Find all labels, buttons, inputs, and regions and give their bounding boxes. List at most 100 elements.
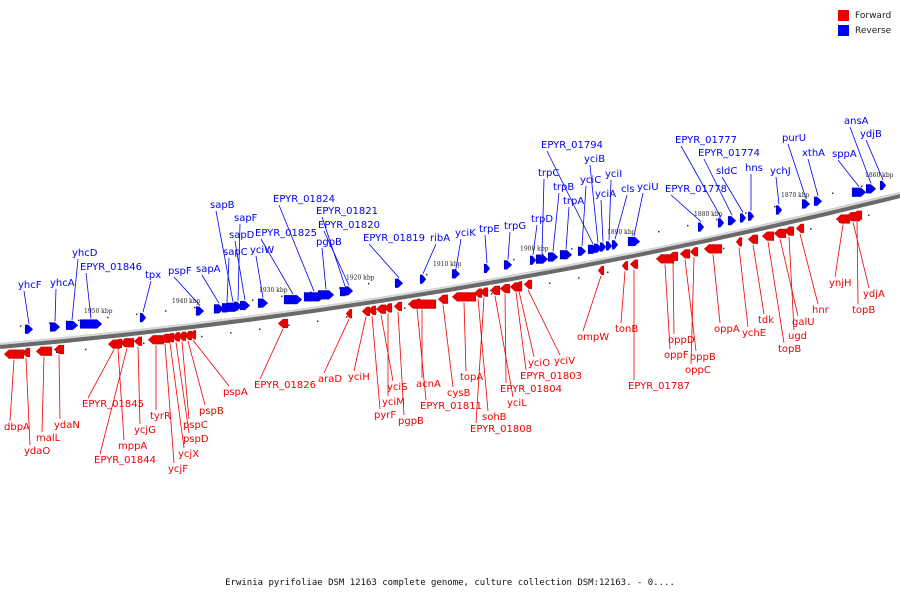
reverse-gene-label[interactable]: EPYR_01774 bbox=[698, 148, 760, 159]
forward-gene-label[interactable]: EPYR_01808 bbox=[470, 424, 532, 435]
forward-gene-arrow[interactable] bbox=[133, 336, 143, 347]
forward-gene-label[interactable]: ychE bbox=[742, 328, 766, 339]
reverse-gene-label[interactable]: yciU bbox=[637, 182, 659, 193]
forward-gene-arrow[interactable] bbox=[489, 285, 501, 296]
forward-gene-arrow[interactable] bbox=[277, 318, 289, 329]
reverse-gene-label[interactable]: xthA bbox=[802, 148, 825, 159]
reverse-gene-arrow[interactable] bbox=[611, 239, 619, 250]
forward-gene-label[interactable]: ycjX bbox=[178, 449, 199, 460]
forward-gene-label[interactable]: oppA bbox=[714, 324, 740, 335]
forward-gene-label[interactable]: mppA bbox=[118, 441, 147, 452]
forward-gene-label[interactable]: EPYR_01804 bbox=[500, 384, 562, 395]
forward-gene-arrow[interactable] bbox=[795, 223, 805, 234]
forward-gene-label[interactable]: oppB bbox=[690, 352, 716, 363]
reverse-gene-arrow[interactable] bbox=[577, 246, 587, 257]
forward-gene-arrow[interactable] bbox=[679, 249, 691, 259]
reverse-gene-label[interactable]: yciB bbox=[584, 154, 605, 165]
forward-gene-arrow[interactable] bbox=[523, 279, 533, 290]
forward-gene-arrow[interactable] bbox=[667, 251, 679, 262]
forward-gene-label[interactable]: galU bbox=[792, 317, 815, 328]
reverse-gene-label[interactable]: tpx bbox=[145, 270, 161, 281]
forward-gene-arrow[interactable] bbox=[747, 234, 759, 244]
reverse-gene-arrow[interactable] bbox=[813, 196, 823, 206]
forward-gene-label[interactable]: ycjF bbox=[168, 464, 188, 475]
reverse-gene-arrow[interactable] bbox=[717, 218, 725, 228]
forward-gene-label[interactable]: yciH bbox=[348, 372, 370, 383]
reverse-gene-arrow[interactable] bbox=[503, 260, 513, 270]
forward-gene-label[interactable]: pspC bbox=[183, 420, 208, 431]
forward-gene-arrow[interactable] bbox=[113, 338, 123, 349]
forward-gene-label[interactable]: EPYR_01811 bbox=[420, 401, 482, 412]
forward-gene-arrow[interactable] bbox=[147, 334, 165, 345]
forward-gene-label[interactable]: pspA bbox=[223, 387, 248, 398]
reverse-gene-label[interactable]: sapB bbox=[210, 200, 235, 211]
reverse-gene-arrow[interactable] bbox=[195, 306, 205, 316]
forward-gene-arrow[interactable] bbox=[177, 331, 187, 341]
forward-gene-arrow[interactable] bbox=[189, 330, 197, 340]
forward-gene-arrow[interactable] bbox=[689, 247, 699, 257]
forward-gene-label[interactable]: ynjH bbox=[829, 278, 852, 289]
reverse-gene-label[interactable]: sppA bbox=[832, 149, 857, 160]
forward-gene-label[interactable]: dbpA bbox=[4, 422, 30, 433]
reverse-gene-label[interactable]: EPYR_01846 bbox=[80, 262, 142, 273]
reverse-gene-arrow[interactable] bbox=[283, 294, 303, 305]
forward-gene-label[interactable]: ydaN bbox=[54, 420, 80, 431]
reverse-gene-arrow[interactable] bbox=[394, 278, 404, 288]
forward-gene-label[interactable]: pyrF bbox=[374, 410, 396, 421]
reverse-gene-arrow[interactable] bbox=[727, 215, 737, 226]
reverse-gene-arrow[interactable] bbox=[697, 222, 705, 232]
forward-gene-arrow[interactable] bbox=[597, 265, 605, 276]
forward-gene-arrow[interactable] bbox=[21, 347, 31, 358]
reverse-gene-label[interactable]: yciA bbox=[595, 189, 616, 200]
reverse-gene-label[interactable]: purU bbox=[782, 133, 806, 144]
reverse-gene-arrow[interactable] bbox=[24, 324, 34, 335]
reverse-gene-label[interactable]: EPYR_01821 bbox=[316, 206, 378, 217]
forward-gene-arrow[interactable] bbox=[361, 306, 371, 317]
reverse-gene-label[interactable]: yciW bbox=[250, 245, 274, 256]
reverse-gene-label[interactable]: trpB bbox=[553, 182, 574, 193]
reverse-gene-label[interactable]: EPYR_01778 bbox=[665, 184, 727, 195]
forward-gene-arrow[interactable] bbox=[703, 244, 723, 254]
forward-gene-label[interactable]: hnr bbox=[812, 305, 830, 316]
reverse-gene-arrow[interactable] bbox=[593, 243, 603, 253]
forward-gene-label[interactable]: ydaO bbox=[24, 446, 50, 457]
reverse-gene-label[interactable]: EPYR_01824 bbox=[273, 194, 335, 205]
forward-gene-label[interactable]: yciL bbox=[507, 398, 527, 409]
reverse-gene-label[interactable]: trpE bbox=[479, 224, 500, 235]
forward-gene-label[interactable]: oppD bbox=[668, 335, 695, 346]
reverse-gene-arrow[interactable] bbox=[49, 322, 61, 332]
forward-gene-label[interactable]: topA bbox=[460, 372, 483, 383]
reverse-gene-label[interactable]: yciI bbox=[605, 169, 622, 180]
forward-gene-label[interactable]: tdk bbox=[758, 315, 774, 326]
reverse-gene-arrow[interactable] bbox=[529, 255, 537, 266]
reverse-gene-label[interactable]: trpC bbox=[538, 168, 559, 179]
forward-gene-arrow[interactable] bbox=[413, 298, 421, 308]
reverse-gene-label[interactable]: trpA bbox=[563, 196, 584, 207]
reverse-gene-arrow[interactable] bbox=[535, 254, 549, 264]
forward-gene-arrow[interactable] bbox=[761, 231, 775, 241]
forward-gene-arrow[interactable] bbox=[783, 226, 795, 236]
reverse-gene-arrow[interactable] bbox=[599, 242, 607, 252]
reverse-gene-arrow[interactable] bbox=[627, 236, 641, 247]
forward-gene-arrow[interactable] bbox=[3, 349, 25, 359]
forward-gene-arrow[interactable] bbox=[171, 332, 181, 342]
forward-gene-arrow[interactable] bbox=[367, 305, 377, 316]
forward-gene-label[interactable]: topB bbox=[852, 305, 875, 316]
forward-gene-label[interactable]: EPYR_01844 bbox=[94, 455, 156, 466]
reverse-gene-label[interactable]: EPYR_01819 bbox=[363, 233, 425, 244]
forward-gene-label[interactable]: yciM bbox=[382, 397, 405, 408]
forward-gene-arrow[interactable] bbox=[375, 304, 387, 314]
reverse-gene-label[interactable]: ydjB bbox=[860, 129, 882, 140]
forward-gene-arrow[interactable] bbox=[119, 338, 135, 348]
reverse-gene-label[interactable]: sapD bbox=[229, 230, 255, 241]
reverse-gene-label[interactable]: hns bbox=[745, 163, 763, 174]
reverse-gene-arrow[interactable] bbox=[879, 180, 887, 191]
forward-gene-arrow[interactable] bbox=[621, 260, 629, 271]
reverse-gene-arrow[interactable] bbox=[79, 319, 103, 329]
reverse-gene-label[interactable]: yciK bbox=[455, 228, 476, 239]
reverse-gene-arrow[interactable] bbox=[851, 187, 867, 197]
reverse-gene-arrow[interactable] bbox=[865, 184, 877, 194]
forward-gene-arrow[interactable] bbox=[629, 259, 639, 269]
forward-gene-label[interactable]: EPYR_01803 bbox=[520, 371, 582, 382]
forward-gene-label[interactable]: EPYR_01826 bbox=[254, 380, 316, 391]
